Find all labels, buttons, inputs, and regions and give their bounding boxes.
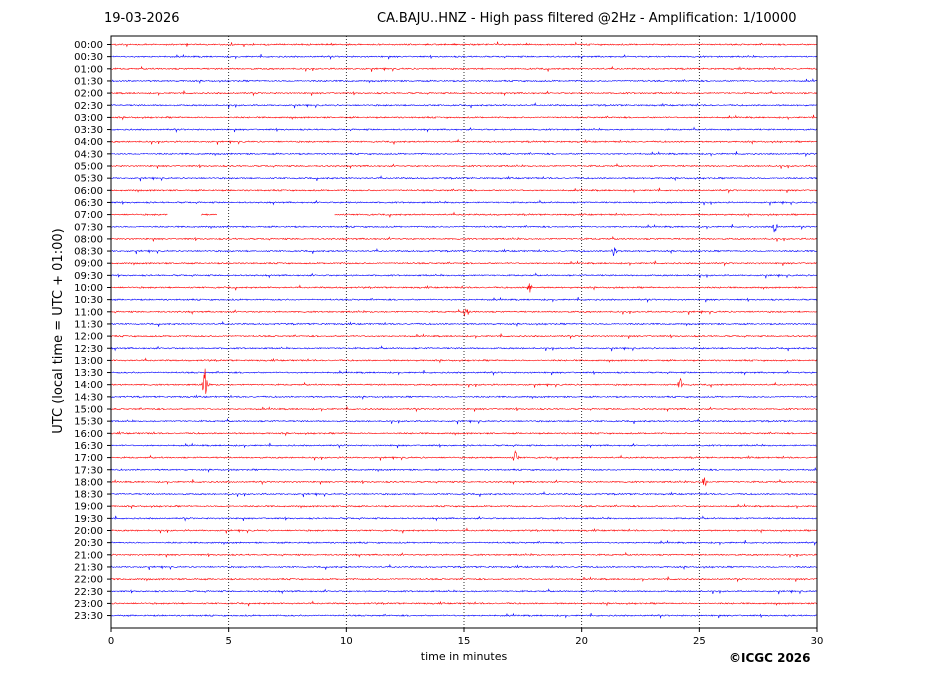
y-tick-label: 15:30 [74,417,103,428]
trace-row [110,211,818,218]
trace-row [110,539,818,547]
y-tick-label: 03:30 [74,125,103,136]
y-tick-label: 00:00 [74,40,103,51]
y-tick-label: 09:00 [74,259,103,270]
trace-row [110,260,818,267]
y-tick-label: 16:00 [74,429,103,440]
y-tick-label: 22:30 [74,587,103,598]
y-tick-label: 19:00 [74,502,103,513]
trace-row [110,394,818,400]
y-tick-label: 16:30 [74,441,103,452]
x-tick-label: 5 [225,636,231,647]
y-tick-label: 18:30 [74,490,103,501]
trace-row [110,223,818,233]
x-axis-label: time in minutes [421,650,508,663]
trace-row [110,272,818,279]
y-tick-label: 09:30 [74,271,103,282]
y-tick-label: 04:30 [74,149,103,160]
y-tick-label: 05:00 [74,162,103,173]
y-tick-label: 18:00 [74,477,103,488]
trace-row [110,527,818,534]
y-tick-label: 05:30 [74,174,103,185]
y-tick-label: 10:00 [74,283,103,294]
trace-row [110,430,818,437]
y-tick-label: 23:00 [74,599,103,610]
x-tick-label: 0 [108,636,114,647]
y-axis-label: UTC (local time = UTC + 01:00) [51,228,66,433]
trace-row [110,442,818,449]
x-tick-label: 10 [340,636,353,647]
trace-row [110,503,818,510]
y-tick-label: 21:00 [74,550,103,561]
grid-layer [228,36,700,628]
y-tick-label: 17:00 [74,453,103,464]
trace-row [110,247,818,256]
y-tick-label: 00:30 [74,52,103,63]
trace-row [110,283,818,293]
y-tick-label: 13:00 [74,356,103,367]
y-tick-label: 11:00 [74,307,103,318]
trace-row [110,515,818,522]
y-tick-label: 07:30 [74,222,103,233]
trace-row [110,490,818,498]
y-tick-label: 02:00 [74,89,103,100]
trace-row [110,551,818,558]
y-tick-label: 02:30 [74,101,103,112]
y-tick-label: 13:30 [74,368,103,379]
copyright-label: ©ICGC 2026 [729,651,811,665]
y-tick-label: 20:30 [74,538,103,549]
y-tick-label: 12:30 [74,344,103,355]
trace-row [110,308,818,317]
chart-title: CA.BAJU..HNZ - High pass filtered @2Hz -… [377,11,797,26]
trace-row [110,162,818,170]
trace-row [110,138,818,145]
trace-row [110,476,818,487]
y-tick-label: 22:00 [74,575,103,586]
y-tick-label: 10:30 [74,295,103,306]
y-tick-label: 06:00 [74,186,103,197]
trace-row [110,187,818,194]
x-tick-label: 20 [575,636,588,647]
y-tick-label: 14:30 [74,392,103,403]
y-tick-label: 12:00 [74,332,103,343]
trace-row [110,90,818,97]
trace-row [110,78,818,85]
x-tick-label: 15 [458,636,471,647]
y-tick-label: 15:00 [74,405,103,416]
x-axis: 0 5 10 15 20 25 30 [108,628,824,647]
y-tick-label: 11:30 [74,319,103,330]
y-tick-label: 07:00 [74,210,103,221]
trace-row [110,406,818,413]
y-tick-label: 03:00 [74,113,103,124]
y-tick-label: 01:30 [74,76,103,87]
y-tick-label: 21:30 [74,562,103,573]
trace-row [110,320,818,328]
y-tick-label: 08:00 [74,234,103,245]
x-tick-label: 30 [811,636,824,647]
y-tick-label: 06:30 [74,198,103,209]
y-tick-label: 08:30 [74,247,103,258]
y-tick-label: 14:00 [74,380,103,391]
y-tick-label: 20:00 [74,526,103,537]
plot-frame [110,35,818,629]
x-tick-label: 25 [693,636,706,647]
y-tick-label: 17:30 [74,465,103,476]
trace-row [110,467,818,473]
y-tick-label: 01:00 [74,64,103,75]
y-tick-label: 23:30 [74,611,103,622]
y-tick-label: 04:00 [74,137,103,148]
y-tick-label: 19:30 [74,514,103,525]
trace-row [110,235,818,242]
date-label: 19-03-2026 [104,11,180,26]
